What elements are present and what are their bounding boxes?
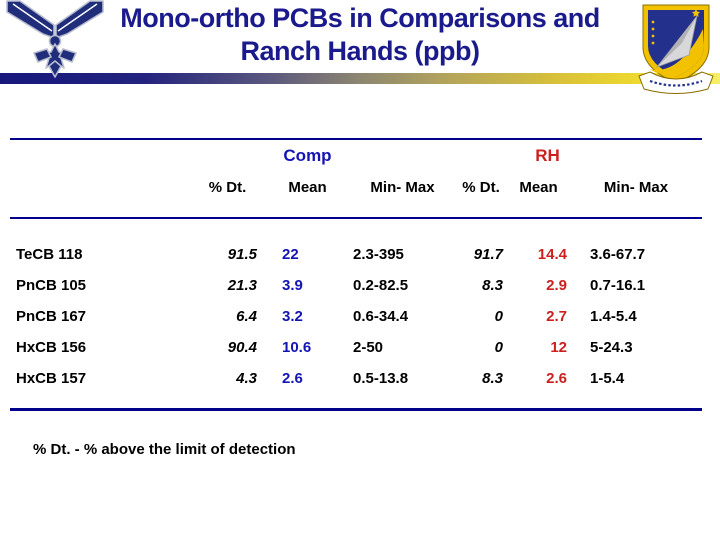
cell-comp-pct-dt: 21.3 <box>227 277 257 294</box>
table-group-header-row: Comp RH <box>10 146 702 165</box>
cell-rh-min-max: 1.4-5.4 <box>590 308 637 325</box>
cell-rh-mean: 12 <box>550 339 567 356</box>
cell-comp-min-max: 2-50 <box>353 339 384 356</box>
cell-comp-pct-dt: 90.4 <box>227 339 257 356</box>
cell-comp-min-max: 2.3-395 <box>353 246 404 263</box>
col-header-rh-mean: Mean <box>519 178 558 196</box>
title-line-1: Mono-ortho PCBs in Comparisons and <box>120 3 600 33</box>
cell-comp-mean: 3.2 <box>282 308 303 325</box>
pcb-table: Comp RH % Dt. Mean Min- Max % Dt. Mean M… <box>10 138 702 411</box>
cell-rh-pct-dt: 91.7 <box>473 246 503 263</box>
cell-comp-mean: 3.9 <box>282 277 303 294</box>
col-header-rh-pct-dt: % Dt. <box>462 178 500 196</box>
cell-rh-min-max: 5-24.3 <box>590 339 633 356</box>
header-gradient-divider <box>0 73 720 84</box>
table-header-rule <box>10 217 702 219</box>
cell-comp-mean: 2.6 <box>282 370 303 387</box>
cell-comp-pct-dt: 4.3 <box>236 370 257 387</box>
table-body: TeCB 118 91.5 22 2.3-395 91.7 14.4 3.6-6… <box>10 219 702 394</box>
cell-rh-pct-dt: 0 <box>494 339 503 356</box>
cell-rh-pct-dt: 8.3 <box>482 277 503 294</box>
cell-comp-min-max: 0.6-34.4 <box>353 308 409 325</box>
table-bottom-rule <box>10 408 702 411</box>
cell-rh-mean: 14.4 <box>537 246 567 263</box>
cell-rh-min-max: 1-5.4 <box>590 370 625 387</box>
col-header-comp-pct-dt: % Dt. <box>208 178 247 196</box>
cell-rh-mean: 2.9 <box>546 277 567 294</box>
cell-comp-mean: 10.6 <box>282 339 312 356</box>
table-row: HxCB 156 90.4 10.6 2-50 0 12 5-24.3 <box>10 332 702 363</box>
cell-comp-min-max: 0.2-82.5 <box>353 277 409 294</box>
cell-comp-pct-dt: 6.4 <box>236 308 257 325</box>
table-top-rule <box>10 138 702 140</box>
table-row: PnCB 105 21.3 3.9 0.2-82.5 8.3 2.9 0.7-1… <box>10 270 702 301</box>
table-row: PnCB 167 6.4 3.2 0.6-34.4 0 2.7 1.4-5.4 <box>10 301 702 332</box>
cell-rh-min-max: 0.7-16.1 <box>590 277 646 294</box>
cell-rh-pct-dt: 0 <box>494 308 503 325</box>
title-line-2: Ranch Hands (ppb) <box>240 36 481 66</box>
slide-title: Mono-ortho PCBs in Comparisons and Ranch… <box>0 2 720 68</box>
table-row: HxCB 157 4.3 2.6 0.5-13.8 8.3 2.6 1-5.4 <box>10 363 702 394</box>
usaf-wings-logo-icon <box>6 0 104 78</box>
row-label: HxCB 156 <box>16 339 87 356</box>
col-header-comp-mean: Mean <box>288 178 327 196</box>
group-header-comp: Comp <box>283 146 332 165</box>
cell-comp-min-max: 0.5-13.8 <box>353 370 409 387</box>
col-header-rh-min-max: Min- Max <box>603 178 669 196</box>
footnote: % Dt. - % above the limit of detection <box>33 441 296 458</box>
table-column-header-row: % Dt. Mean Min- Max % Dt. Mean Min- Max <box>10 176 702 198</box>
cell-rh-mean: 2.6 <box>546 370 567 387</box>
cell-rh-mean: 2.7 <box>546 308 567 325</box>
cell-rh-min-max: 3.6-67.7 <box>590 246 646 263</box>
row-label: PnCB 167 <box>16 308 87 325</box>
col-header-comp-min-max: Min- Max <box>370 178 435 196</box>
cell-comp-mean: 22 <box>282 246 299 263</box>
cell-comp-pct-dt: 91.5 <box>227 246 257 263</box>
row-label: TeCB 118 <box>16 246 83 263</box>
table-row: TeCB 118 91.5 22 2.3-395 91.7 14.4 3.6-6… <box>10 239 702 270</box>
unit-shield-badge-icon <box>638 4 714 94</box>
row-label: HxCB 157 <box>16 370 87 387</box>
group-header-rh: RH <box>535 146 560 165</box>
row-label: PnCB 105 <box>16 277 87 294</box>
cell-rh-pct-dt: 8.3 <box>482 370 503 387</box>
